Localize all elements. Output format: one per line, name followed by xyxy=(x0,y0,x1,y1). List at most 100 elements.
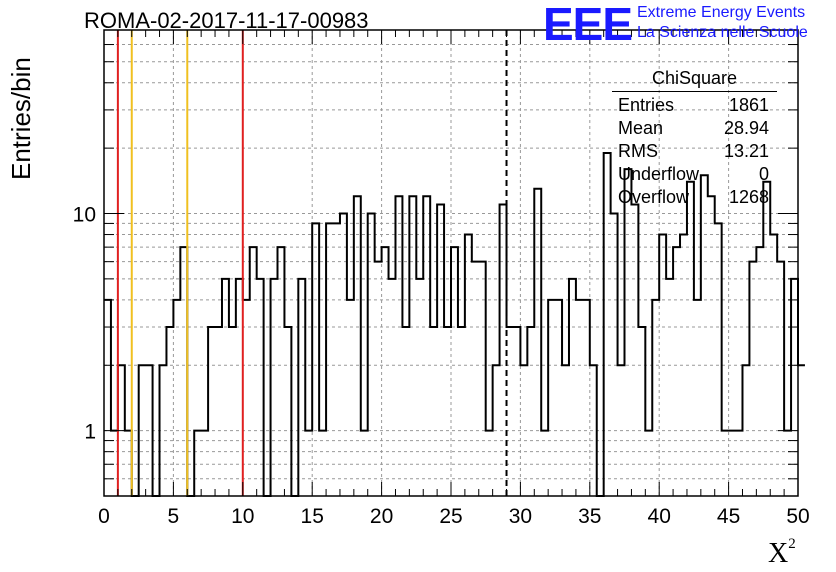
stats-row-mean: Mean 28.94 xyxy=(612,117,777,140)
stats-row-entries: Entries 1861 xyxy=(612,94,777,117)
histogram-bar xyxy=(104,300,111,496)
histogram-bar xyxy=(222,279,229,496)
histogram-bar xyxy=(166,327,173,496)
histogram-bar xyxy=(229,327,236,496)
histogram-bar xyxy=(451,247,458,496)
histogram-bar xyxy=(569,279,576,496)
x-tick-label: 0 xyxy=(98,505,110,528)
histogram-bar xyxy=(555,300,562,496)
histogram-bar xyxy=(236,279,243,496)
x-tick-label: 5 xyxy=(168,505,180,528)
eee-logo: EEE xyxy=(543,0,633,50)
histogram-bar xyxy=(326,223,333,496)
histogram-bar xyxy=(354,196,361,496)
y-tick-label: 10 xyxy=(73,204,96,227)
histogram-bar xyxy=(715,223,722,496)
histogram-bar xyxy=(278,247,285,496)
stats-value: 0 xyxy=(758,164,769,184)
tick-labels: 0 5 10 15 20 25 30 35 40 45 50 1 10 xyxy=(73,204,810,528)
stats-value: 1268 xyxy=(728,187,769,207)
histogram-bar xyxy=(215,327,222,496)
x-axis-label-superscript: 2 xyxy=(788,536,796,552)
histogram-bar xyxy=(666,279,673,496)
stats-label: Mean xyxy=(618,118,664,138)
stats-value: 13.21 xyxy=(723,141,769,161)
histogram-bar xyxy=(673,247,680,496)
stats-value: 1861 xyxy=(728,95,769,115)
histogram-bar xyxy=(298,279,305,496)
histogram-bar xyxy=(777,262,784,496)
chart-title: ROMA-02-2017-11-17-00983 xyxy=(84,8,369,33)
histogram-bar xyxy=(250,247,257,496)
x-axis-label-base: X xyxy=(768,538,789,569)
histogram-bar xyxy=(423,196,430,496)
histogram-bar xyxy=(791,279,798,496)
histogram-bar xyxy=(333,223,340,496)
x-tick-label: 40 xyxy=(648,505,671,528)
histogram-bar xyxy=(375,262,382,496)
histogram-bar xyxy=(444,327,451,496)
stats-row-underflow: Underflow 0 xyxy=(612,163,777,186)
histogram-bar xyxy=(479,262,486,496)
x-tick-label: 20 xyxy=(370,505,393,528)
histogram-bar xyxy=(402,327,409,496)
histogram-bar xyxy=(430,327,437,496)
x-tick-label: 35 xyxy=(578,505,601,528)
y-axis-label: Entries/bin xyxy=(6,57,36,180)
histogram-bar xyxy=(243,300,250,496)
histogram-bar xyxy=(694,300,701,496)
x-tick-label: 45 xyxy=(717,505,740,528)
stats-label: Overflow xyxy=(618,187,690,207)
stats-row-overflow: Overflow 1268 xyxy=(612,186,777,209)
histogram-bar xyxy=(631,205,638,496)
stats-value: 28.94 xyxy=(723,118,769,138)
histogram-bar xyxy=(284,327,291,496)
histogram-bar xyxy=(409,196,416,496)
histogram-bar xyxy=(257,279,264,496)
x-tick-label: 15 xyxy=(301,505,324,528)
stats-box-title: ChiSquare xyxy=(612,68,777,92)
histogram-bar xyxy=(472,262,479,496)
histogram-bar xyxy=(340,214,347,496)
histogram-bar xyxy=(180,247,187,496)
stats-row-rms: RMS 13.21 xyxy=(612,140,777,163)
histogram-bar xyxy=(500,205,507,496)
histogram-bar xyxy=(437,205,444,496)
histogram-bar xyxy=(756,247,763,496)
x-tick-label: 30 xyxy=(509,505,532,528)
histogram-bar xyxy=(527,327,534,496)
stats-label: Entries xyxy=(618,95,675,115)
histogram-bar xyxy=(708,196,715,496)
histogram-bar xyxy=(208,327,215,496)
histogram-bar xyxy=(583,300,590,496)
histogram-bar xyxy=(347,300,354,496)
histogram-bar xyxy=(625,169,632,496)
histogram-bar xyxy=(611,214,618,496)
stats-label: Underflow xyxy=(618,164,700,184)
histogram-bar xyxy=(576,300,583,496)
axes xyxy=(103,29,799,497)
logo-caption-line1: Extreme Energy Events xyxy=(637,4,806,21)
x-axis-label: X2 xyxy=(768,536,796,570)
x-tick-label: 10 xyxy=(231,505,254,528)
histogram-bins xyxy=(104,151,805,497)
logo-caption-line2: La Scienza nelle Scuole xyxy=(637,24,808,41)
histogram-bar xyxy=(749,262,756,496)
histogram-bar xyxy=(389,279,396,496)
histogram-bar xyxy=(604,153,611,496)
y-tick-label: 1 xyxy=(84,421,96,444)
histogram-bar xyxy=(173,300,180,496)
histogram-bar xyxy=(271,279,278,496)
x-tick-label: 50 xyxy=(786,505,809,528)
histogram-bar xyxy=(687,182,694,496)
stats-box: ChiSquare Entries 1861 Mean 28.94 RMS 13.21… xyxy=(612,68,777,209)
histogram-outline xyxy=(104,151,805,497)
histogram-bar xyxy=(638,327,645,496)
histogram-bar xyxy=(798,365,805,496)
histogram-bar xyxy=(507,327,514,496)
histogram-bar xyxy=(763,182,770,496)
reference-lines xyxy=(116,30,508,496)
histogram-bar xyxy=(513,327,520,496)
histogram-bar xyxy=(548,300,555,496)
